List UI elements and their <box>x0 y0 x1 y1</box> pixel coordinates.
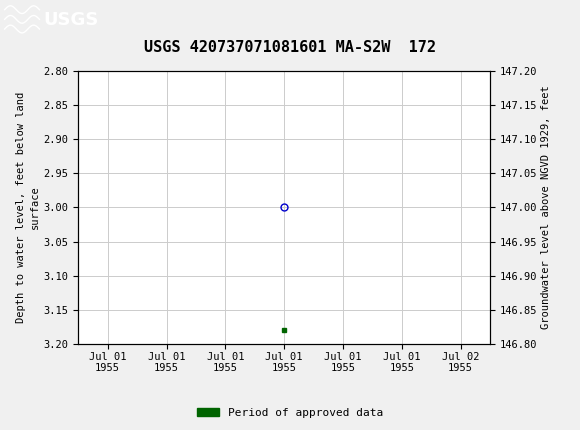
Legend: Period of approved data: Period of approved data <box>193 403 387 422</box>
Text: USGS 420737071081601 MA-S2W  172: USGS 420737071081601 MA-S2W 172 <box>144 40 436 55</box>
Y-axis label: Groundwater level above NGVD 1929, feet: Groundwater level above NGVD 1929, feet <box>542 86 552 329</box>
Text: USGS: USGS <box>44 11 99 29</box>
Y-axis label: Depth to water level, feet below land
surface: Depth to water level, feet below land su… <box>16 92 39 323</box>
